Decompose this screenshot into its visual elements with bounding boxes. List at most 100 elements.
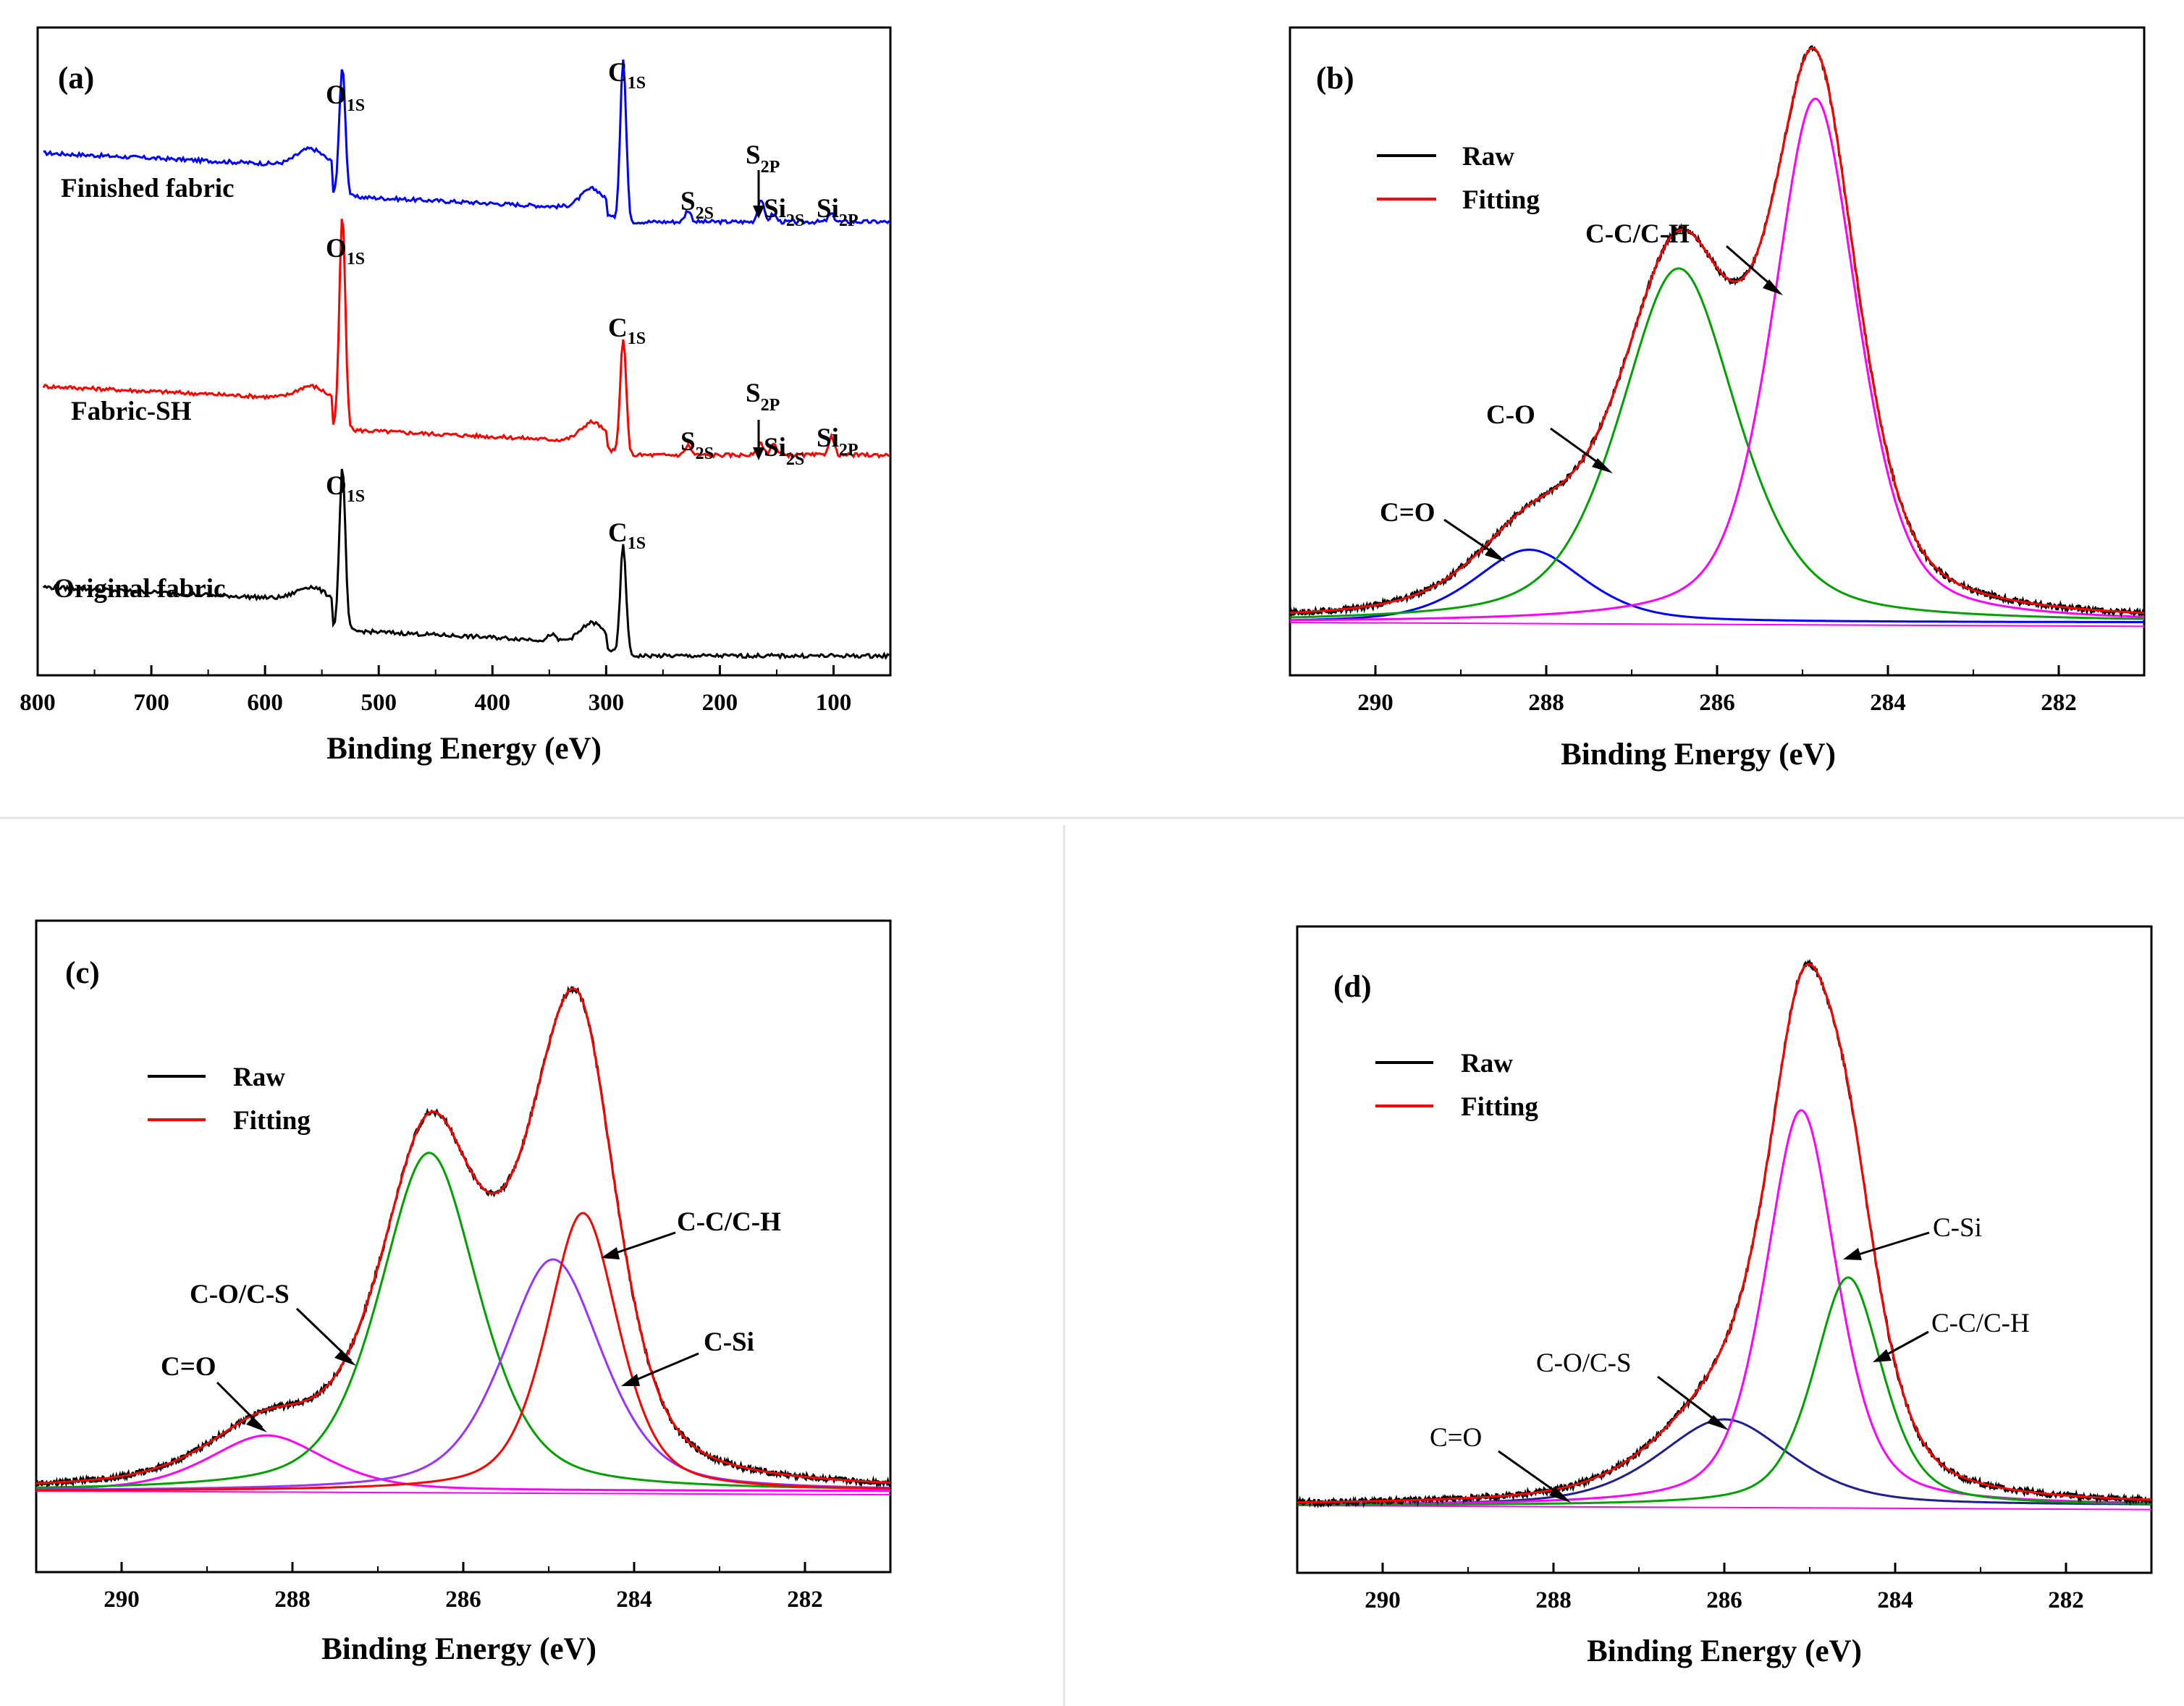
panel-a-x-axis-title: Binding Energy (eV)	[326, 732, 602, 766]
annotation-c-o: C-O	[1486, 400, 1535, 430]
legend-raw-label: Raw	[1461, 1049, 1513, 1078]
panel-d-legend: Raw Fitting	[1375, 1049, 1538, 1122]
panel-c-c1s-fabric-sh: (c) Raw Fitting 290 288 286 284 282 C-C/C-H …	[35, 919, 892, 1666]
panel-d-curves	[1296, 958, 2152, 1511]
fitting-curve	[1290, 46, 2145, 615]
panel-a-curves	[42, 59, 890, 660]
component-curve	[36, 1434, 890, 1492]
panel-d-annotations: C-Si C-C/C-H C-O/C-S C=O	[1430, 1213, 2030, 1503]
x-tick-label: 400	[475, 690, 511, 716]
peak-label: C1S	[608, 518, 646, 553]
fitting-curve	[35, 987, 891, 1485]
arrow	[609, 1231, 676, 1257]
baseline	[1289, 622, 2145, 628]
x-tick-label: 288	[1528, 690, 1564, 716]
arrowhead	[753, 447, 764, 460]
series-label-fabric-sh: Fabric-SH	[71, 397, 192, 426]
x-tick-label: 282	[2048, 1587, 2084, 1613]
annotation-c-si: C-Si	[1933, 1213, 1982, 1243]
peak-label: O1S	[326, 80, 365, 115]
x-tick-label: 288	[1535, 1587, 1572, 1613]
panel-d-label: (d)	[1333, 970, 1372, 1004]
x-tick-label: 290	[1365, 1587, 1401, 1613]
arrowhead	[1549, 1487, 1571, 1503]
arrowhead	[601, 1247, 620, 1259]
panel-b-x-axis-title: Binding Energy (eV)	[1561, 738, 1836, 772]
arrowhead	[1707, 1415, 1729, 1430]
series-line	[42, 468, 890, 660]
panel-b-frame	[1289, 26, 2146, 677]
peak-label: Si2P	[817, 423, 859, 460]
arrowhead	[246, 1417, 267, 1432]
arrow	[629, 1352, 699, 1384]
panel-d-x-axis-title: Binding Energy (eV)	[1587, 1634, 1862, 1668]
panel-a-series-labels: Finished fabric Fabric-SH Original fabri…	[54, 174, 235, 604]
peak-label: S2P	[746, 379, 780, 415]
panel-b-curves	[1289, 45, 2145, 628]
x-tick-label: 288	[274, 1587, 311, 1613]
peak-label: S2S	[680, 427, 714, 463]
peak-label: O1S	[326, 234, 365, 269]
x-tick-label: 600	[247, 690, 283, 716]
panel-a-label: (a)	[58, 62, 94, 96]
legend-fitting-label: Fitting	[1461, 1092, 1538, 1122]
series-line	[42, 219, 890, 460]
component-curve	[36, 1152, 891, 1490]
x-tick-label: 284	[616, 1587, 652, 1613]
arrowhead	[753, 206, 764, 219]
raw-curve	[1296, 958, 2152, 1509]
annotation-c-double-o: C=O	[1380, 498, 1435, 528]
panel-b-ticks: 290 288 286 284 282	[1357, 665, 2077, 716]
component-curve	[1290, 267, 2144, 620]
x-tick-label: 282	[787, 1587, 823, 1613]
legend-raw-label: Raw	[233, 1063, 285, 1092]
arrowhead	[334, 1350, 356, 1366]
component-curve	[1290, 97, 2145, 622]
arrowhead	[621, 1374, 640, 1386]
panel-d-ticks: 290 288 286 284 282	[1365, 1563, 2084, 1613]
annotation-c-si: C-Si	[704, 1327, 754, 1357]
panel-c-legend: Raw Fitting	[148, 1063, 311, 1136]
legend-fitting-label: Fitting	[233, 1106, 311, 1136]
peak-label: O1S	[326, 471, 365, 506]
panel-c-frame	[35, 919, 892, 1574]
panel-a-frame	[36, 26, 892, 677]
component-curve	[36, 1212, 890, 1492]
peak-label: C1S	[608, 58, 646, 93]
x-tick-label: 290	[1357, 690, 1394, 716]
peak-label: C1S	[608, 313, 646, 348]
arrowhead	[1485, 547, 1506, 562]
x-tick-label: 286	[445, 1587, 481, 1613]
panel-c-curves	[35, 985, 892, 1496]
annotation-c-c-c-h: C-C/C-H	[1585, 219, 1690, 249]
baseline	[35, 1490, 891, 1496]
x-tick-label: 200	[702, 690, 738, 716]
x-tick-label: 284	[1877, 1587, 1913, 1613]
baseline	[1297, 1505, 2152, 1511]
component-curve	[1297, 1109, 2152, 1506]
arrow	[1880, 1330, 1929, 1359]
arrowhead	[1843, 1248, 1862, 1260]
arrow	[1851, 1231, 1930, 1258]
panel-b-label: (b)	[1316, 62, 1354, 96]
x-tick-label: 286	[1699, 690, 1735, 716]
x-tick-label: 284	[1870, 690, 1906, 716]
panel-b-c1s-original: (b) Raw Fitting 290 288 286 284 282 C-C/C-H …	[1289, 26, 2146, 772]
panel-a-survey-spectra: (a) 800 700 600 500 400 300 200 100 Finished fa…	[20, 26, 892, 766]
annotation-c-double-o: C=O	[161, 1352, 216, 1382]
peak-label: Si2S	[764, 194, 804, 230]
x-tick-label: 500	[361, 690, 397, 716]
annotation-c-c-c-h: C-C/C-H	[1931, 1309, 2030, 1338]
x-tick-label: 700	[133, 690, 169, 716]
panel-c-x-axis-title: Binding Energy (eV)	[321, 1632, 596, 1666]
x-tick-label: 286	[1706, 1587, 1742, 1613]
panel-c-ticks: 290 288 286 284 282	[104, 1562, 823, 1613]
peak-label: Si2P	[817, 194, 859, 230]
component-curve	[1289, 549, 2144, 623]
arrowhead	[1763, 279, 1783, 295]
series-label-finished-fabric: Finished fabric	[61, 174, 235, 203]
annotation-c-double-o: C=O	[1430, 1423, 1482, 1453]
annotation-c-o-c-s: C-O/C-S	[1536, 1348, 1632, 1378]
annotation-c-o-c-s: C-O/C-S	[190, 1280, 290, 1309]
